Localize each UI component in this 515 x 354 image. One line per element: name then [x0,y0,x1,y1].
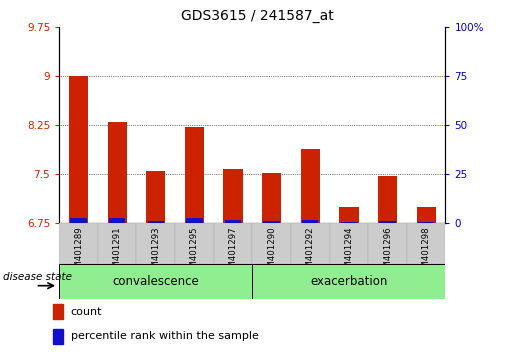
Text: GSM401297: GSM401297 [229,226,237,279]
Bar [175,223,214,264]
Bar [378,176,397,223]
Bar [380,221,396,223]
Text: convalescence: convalescence [112,275,199,288]
Bar [341,222,357,223]
Text: exacerbation: exacerbation [310,275,388,288]
Bar [291,223,330,264]
Text: GSM401298: GSM401298 [422,226,431,279]
Bar [136,223,175,264]
Bar [69,76,88,223]
Bar [59,223,98,264]
Bar [71,218,87,223]
Bar [302,221,318,223]
Bar [224,169,243,223]
Text: GSM401290: GSM401290 [267,226,276,279]
Bar [368,223,407,264]
Text: count: count [71,307,102,316]
Text: percentile rank within the sample: percentile rank within the sample [71,331,259,341]
Text: disease state: disease state [3,272,72,282]
Bar [53,304,63,319]
Bar [225,221,241,223]
Bar [417,207,436,223]
Text: GSM401296: GSM401296 [383,226,392,279]
Bar [301,149,320,223]
FancyBboxPatch shape [59,264,252,299]
Bar [53,329,63,344]
Bar [186,218,202,223]
Bar [108,121,127,223]
Bar [148,221,164,223]
Bar [418,222,434,223]
Bar [214,223,252,264]
Text: GSM401295: GSM401295 [190,226,199,279]
Bar [109,218,125,223]
Bar [330,223,368,264]
Bar [339,207,358,223]
FancyBboxPatch shape [252,264,445,299]
Text: GSM401291: GSM401291 [113,226,122,279]
Text: GSM401294: GSM401294 [345,226,353,279]
Bar [262,173,281,223]
Text: GSM401293: GSM401293 [151,226,160,279]
Bar [98,223,136,264]
Bar [185,127,204,223]
Text: GSM401289: GSM401289 [74,226,83,279]
Bar [407,223,445,264]
Bar [252,223,291,264]
Bar [146,171,165,223]
Bar [264,221,280,223]
Text: GSM401292: GSM401292 [306,226,315,279]
Text: GDS3615 / 241587_at: GDS3615 / 241587_at [181,9,334,23]
